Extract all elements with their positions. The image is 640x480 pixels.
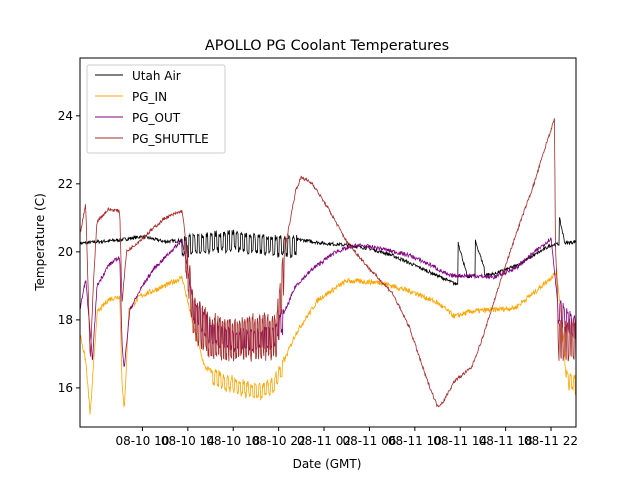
x-tick-label: 08-11 10: [388, 434, 442, 448]
y-tick-label: 24: [58, 109, 73, 123]
legend: Utah Air PG_IN PG_OUT PG_SHUTTLE: [86, 64, 226, 154]
x-tick-label: 08-10 10: [115, 434, 169, 448]
series-line-pg-out: [80, 237, 576, 368]
x-tick-label: 08-11 18: [479, 434, 533, 448]
y-tick-label: 18: [58, 313, 73, 327]
legend-label: Utah Air: [132, 69, 181, 83]
series-line-pg-shuttle: [80, 118, 576, 408]
legend-label: PG_OUT: [132, 111, 181, 125]
y-axis: 16 18 20 22 24: [58, 109, 80, 395]
x-tick-label: 08-10 22: [252, 434, 306, 448]
x-tick-label: 08-11 22: [524, 434, 578, 448]
legend-box: [86, 64, 226, 154]
series-layer: [80, 118, 576, 415]
legend-label: PG_SHUTTLE: [132, 132, 209, 146]
plot-frame: [79, 57, 577, 428]
x-tick-label: 08-11 14: [433, 434, 487, 448]
y-axis-label: Temperature (C): [33, 193, 47, 292]
legend-label: PG_IN: [132, 90, 167, 104]
x-tick-label: 08-11 06: [342, 434, 396, 448]
series-line-utah-air: [80, 217, 576, 287]
y-tick-label: 20: [58, 245, 73, 259]
x-tick-label: 08-10 18: [206, 434, 260, 448]
x-axis-label: Date (GMT): [293, 457, 362, 471]
x-tick-label: 08-10 14: [161, 434, 215, 448]
y-tick-label: 16: [58, 381, 73, 395]
chart-title: APOLLO PG Coolant Temperatures: [205, 38, 449, 54]
y-tick-label: 22: [58, 177, 73, 191]
x-tick-label: 08-11 02: [297, 434, 351, 448]
series-line-pg-in: [80, 267, 576, 415]
